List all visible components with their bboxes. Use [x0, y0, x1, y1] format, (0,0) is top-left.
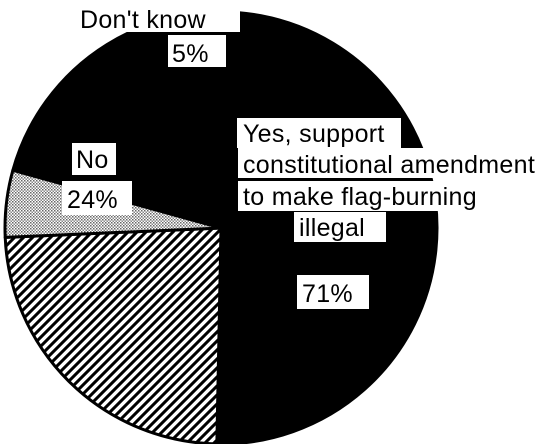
slice-label-no-name: No [76, 146, 109, 174]
slice-label-no: No 24% [62, 143, 132, 215]
label-bg-no-name [72, 143, 116, 175]
label-bg-yes-line-1 [238, 148, 550, 178]
slice-value-dont-know: 5% [172, 40, 209, 68]
slice-label-yes-line-0: Yes, support [243, 120, 385, 148]
value-bg-no [62, 181, 132, 215]
label-bg-yes-line-3 [294, 212, 386, 242]
slice-value-no: 24% [67, 186, 118, 214]
label-bg-yes-line-2 [238, 181, 500, 211]
slice-label-dont-know-name: Don't know [80, 6, 207, 34]
slice-label-yes: Yes, support constitutional amendment to… [237, 118, 550, 309]
label-bg-yes-line-0 [237, 118, 401, 148]
value-bg-yes [297, 275, 369, 309]
slice-label-yes-line-2: to make flag-burning [243, 183, 477, 211]
slice-value-yes: 71% [302, 280, 353, 308]
pie-slice-no [3, 226, 223, 444]
label-bg-dont-know-name [72, 4, 240, 32]
slice-label-dont-know: Don't know 5% [72, 4, 240, 68]
slice-label-yes-line-1: constitutional amendment [243, 151, 535, 179]
slice-label-yes-line-3: illegal [299, 214, 365, 242]
value-bg-dont-know [168, 35, 226, 67]
